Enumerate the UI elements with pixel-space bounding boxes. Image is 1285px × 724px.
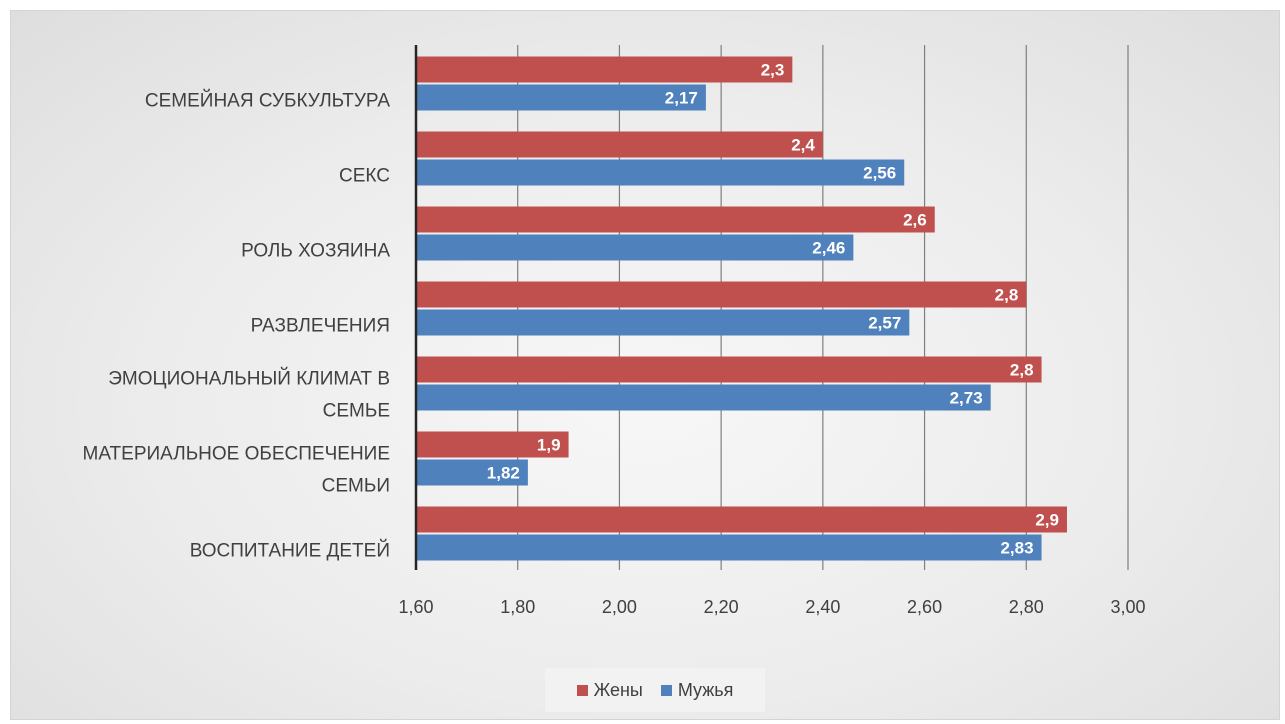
category-label: МАТЕРИАЛЬНОЕ ОБЕСПЕЧЕНИЕ — [83, 444, 390, 465]
data-label-wives: 2,9 — [1035, 511, 1059, 530]
bar-husbands — [416, 84, 706, 111]
x-tick-label: 3,00 — [1110, 597, 1145, 617]
x-tick-label: 1,60 — [398, 597, 433, 617]
data-label-husbands: 2,17 — [665, 89, 698, 108]
bar-wives — [416, 206, 935, 233]
x-tick-label: 2,20 — [704, 597, 739, 617]
category-label: СЕМЬИ — [322, 476, 390, 497]
category-label: ВОСПИТАНИЕ ДЕТЕЙ — [190, 540, 390, 562]
x-tick-label: 2,80 — [1009, 597, 1044, 617]
category-labels: СЕМЕЙНАЯ СУБКУЛЬТУРА СЕКС РОЛЬ ХОЗЯИНА РАЗВ… — [83, 90, 391, 562]
bar-wives — [416, 281, 1027, 308]
data-label-wives: 2,8 — [1010, 361, 1034, 380]
data-label-wives: 2,6 — [903, 211, 927, 230]
data-label-wives: 2,4 — [791, 136, 815, 155]
category-label: РОЛЬ ХОЗЯИНА — [241, 241, 390, 262]
data-label-wives: 1,9 — [537, 436, 561, 455]
bar-wives — [416, 506, 1067, 533]
category-label: СЕМЕЙНАЯ СУБКУЛЬТУРА — [145, 90, 390, 112]
bar-husbands — [416, 534, 1042, 561]
x-tick-labels: 1,60 1,80 2,00 2,20 2,40 2,60 2,80 3,00 — [398, 597, 1145, 617]
data-label-husbands: 2,57 — [868, 314, 901, 333]
x-tick-label: 2,00 — [602, 597, 637, 617]
x-tick-label: 2,60 — [907, 597, 942, 617]
data-label-wives: 2,8 — [995, 286, 1019, 305]
bar-husbands — [416, 234, 854, 261]
x-tick-label: 1,80 — [500, 597, 535, 617]
data-label-husbands: 2,73 — [950, 389, 983, 408]
category-label: ЭМОЦИОНАЛЬНЫЙ КЛИМАТ В — [108, 368, 390, 390]
bar-wives — [416, 431, 569, 458]
bar-wives — [416, 56, 793, 83]
bar-husbands — [416, 309, 910, 336]
data-label-husbands: 1,82 — [487, 464, 520, 483]
bar-wives — [416, 131, 823, 158]
legend-label-wives: Жены — [593, 679, 643, 700]
legend-item-wives: Жены — [576, 679, 643, 701]
data-label-husbands: 2,83 — [1000, 539, 1033, 558]
data-label-husbands: 2,46 — [812, 239, 845, 258]
x-tick-label: 2,40 — [805, 597, 840, 617]
data-label-wives: 2,3 — [761, 61, 785, 80]
category-label: СЕМЬЕ — [323, 401, 390, 422]
data-label-husbands: 2,56 — [863, 164, 896, 183]
bar-husbands — [416, 384, 991, 411]
bars — [416, 56, 1067, 561]
legend: Жены Мужья — [545, 668, 765, 712]
category-label: СЕКС — [339, 166, 390, 187]
bar-wives — [416, 356, 1042, 383]
legend-item-husbands: Мужья — [660, 679, 734, 701]
legend-swatch-wives — [576, 684, 588, 696]
legend-swatch-husbands — [660, 684, 672, 696]
legend-label-husbands: Мужья — [677, 679, 734, 700]
category-label: РАЗВЛЕЧЕНИЯ — [251, 316, 390, 337]
bar-husbands — [416, 459, 528, 486]
bar-husbands — [416, 159, 905, 186]
data-labels: 2,3 2,17 2,4 2,56 2,6 2,46 2,8 2,57 2,8 2,73 1,9 1,… — [487, 61, 1059, 558]
